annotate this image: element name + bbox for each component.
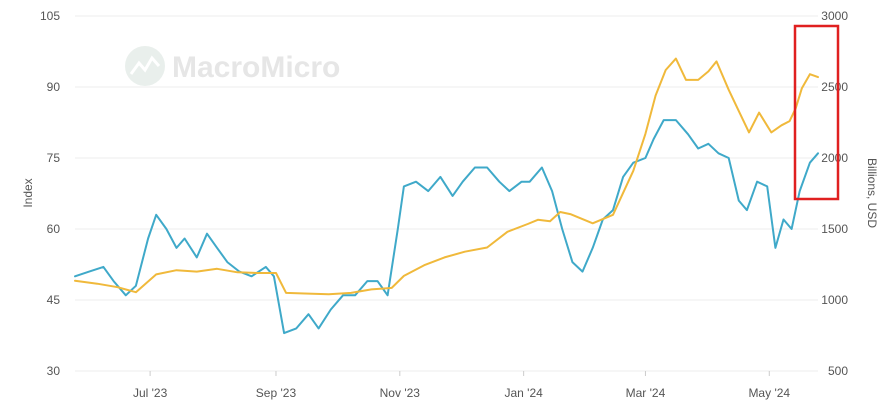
right-tick-label: 1000 xyxy=(821,293,848,307)
right-tick-label: 1500 xyxy=(821,222,848,236)
left-tick-label: 30 xyxy=(47,364,61,378)
left-tick-label: 90 xyxy=(47,80,61,94)
left-tick-label: 45 xyxy=(47,293,61,307)
x-axis-ticks: Jul '23 Sep '23 Nov '23 Jan '24 Mar '24 May '… xyxy=(133,371,790,400)
series-line-1 xyxy=(74,119,819,335)
left-tick-label: 105 xyxy=(40,9,60,23)
x-tick-label: Nov '23 xyxy=(380,386,421,400)
right-axis-label: Billions, USD xyxy=(865,158,879,228)
right-tick-label: 2000 xyxy=(821,151,848,165)
right-axis-ticks: 500 1000 1500 2000 2500 3000 xyxy=(821,9,848,378)
left-axis-ticks: 30 45 60 75 90 105 xyxy=(40,9,60,378)
right-tick-label: 500 xyxy=(828,364,848,378)
x-tick-label: May '24 xyxy=(748,386,790,400)
watermark-logo-icon xyxy=(125,46,165,86)
right-tick-label: 3000 xyxy=(821,9,848,23)
x-tick-label: Jul '23 xyxy=(133,386,168,400)
series-line-2 xyxy=(74,57,819,296)
watermark-text: MacroMicro xyxy=(172,51,340,84)
x-tick-label: Sep '23 xyxy=(256,386,297,400)
right-tick-label: 2500 xyxy=(821,80,848,94)
watermark: MacroMicro xyxy=(125,46,340,86)
left-tick-label: 60 xyxy=(47,222,61,236)
left-tick-label: 75 xyxy=(47,151,61,165)
left-axis-label: Index xyxy=(21,178,35,207)
x-tick-label: Mar '24 xyxy=(626,386,666,400)
watermark-logo-mark xyxy=(129,55,161,75)
gridlines xyxy=(75,15,818,372)
series-lines xyxy=(74,57,819,335)
highlight-box xyxy=(793,24,840,201)
x-tick-label: Jan '24 xyxy=(504,386,543,400)
